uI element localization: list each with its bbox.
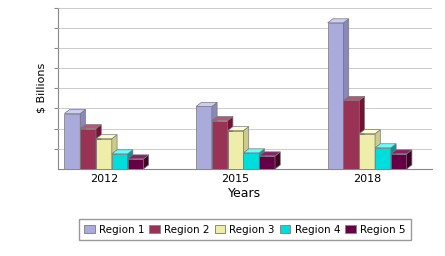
Polygon shape xyxy=(143,155,149,169)
Polygon shape xyxy=(96,139,112,169)
Polygon shape xyxy=(275,152,280,169)
Polygon shape xyxy=(112,154,128,169)
Polygon shape xyxy=(344,19,349,169)
Polygon shape xyxy=(80,110,85,169)
Polygon shape xyxy=(328,19,349,23)
Polygon shape xyxy=(259,149,264,169)
Polygon shape xyxy=(212,116,233,121)
Polygon shape xyxy=(196,102,217,106)
Polygon shape xyxy=(259,156,275,169)
Polygon shape xyxy=(359,96,364,169)
Polygon shape xyxy=(96,125,101,169)
Polygon shape xyxy=(375,130,380,169)
Polygon shape xyxy=(65,113,80,169)
Polygon shape xyxy=(212,121,228,169)
Polygon shape xyxy=(228,131,243,169)
Polygon shape xyxy=(65,110,85,113)
Polygon shape xyxy=(359,134,375,169)
Polygon shape xyxy=(391,150,412,154)
X-axis label: Years: Years xyxy=(228,187,261,200)
Y-axis label: $ Billions: $ Billions xyxy=(36,63,46,113)
Polygon shape xyxy=(344,100,359,169)
Polygon shape xyxy=(243,149,264,153)
Polygon shape xyxy=(128,150,133,169)
Polygon shape xyxy=(80,125,101,129)
Polygon shape xyxy=(96,135,117,139)
Polygon shape xyxy=(80,129,96,169)
Polygon shape xyxy=(112,150,133,154)
Polygon shape xyxy=(228,127,249,131)
Polygon shape xyxy=(228,116,233,169)
Legend: Region 1, Region 2, Region 3, Region 4, Region 5: Region 1, Region 2, Region 3, Region 4, … xyxy=(79,219,411,240)
Polygon shape xyxy=(391,154,407,169)
Polygon shape xyxy=(391,144,396,169)
Polygon shape xyxy=(112,135,117,169)
Polygon shape xyxy=(196,106,212,169)
Polygon shape xyxy=(128,155,149,159)
Polygon shape xyxy=(259,152,280,156)
Polygon shape xyxy=(243,153,259,169)
Polygon shape xyxy=(375,148,391,169)
Polygon shape xyxy=(328,23,344,169)
Polygon shape xyxy=(128,159,143,169)
Polygon shape xyxy=(212,102,217,169)
Polygon shape xyxy=(375,144,396,148)
Polygon shape xyxy=(344,96,364,100)
Polygon shape xyxy=(359,130,380,134)
Polygon shape xyxy=(407,150,412,169)
Polygon shape xyxy=(243,127,249,169)
